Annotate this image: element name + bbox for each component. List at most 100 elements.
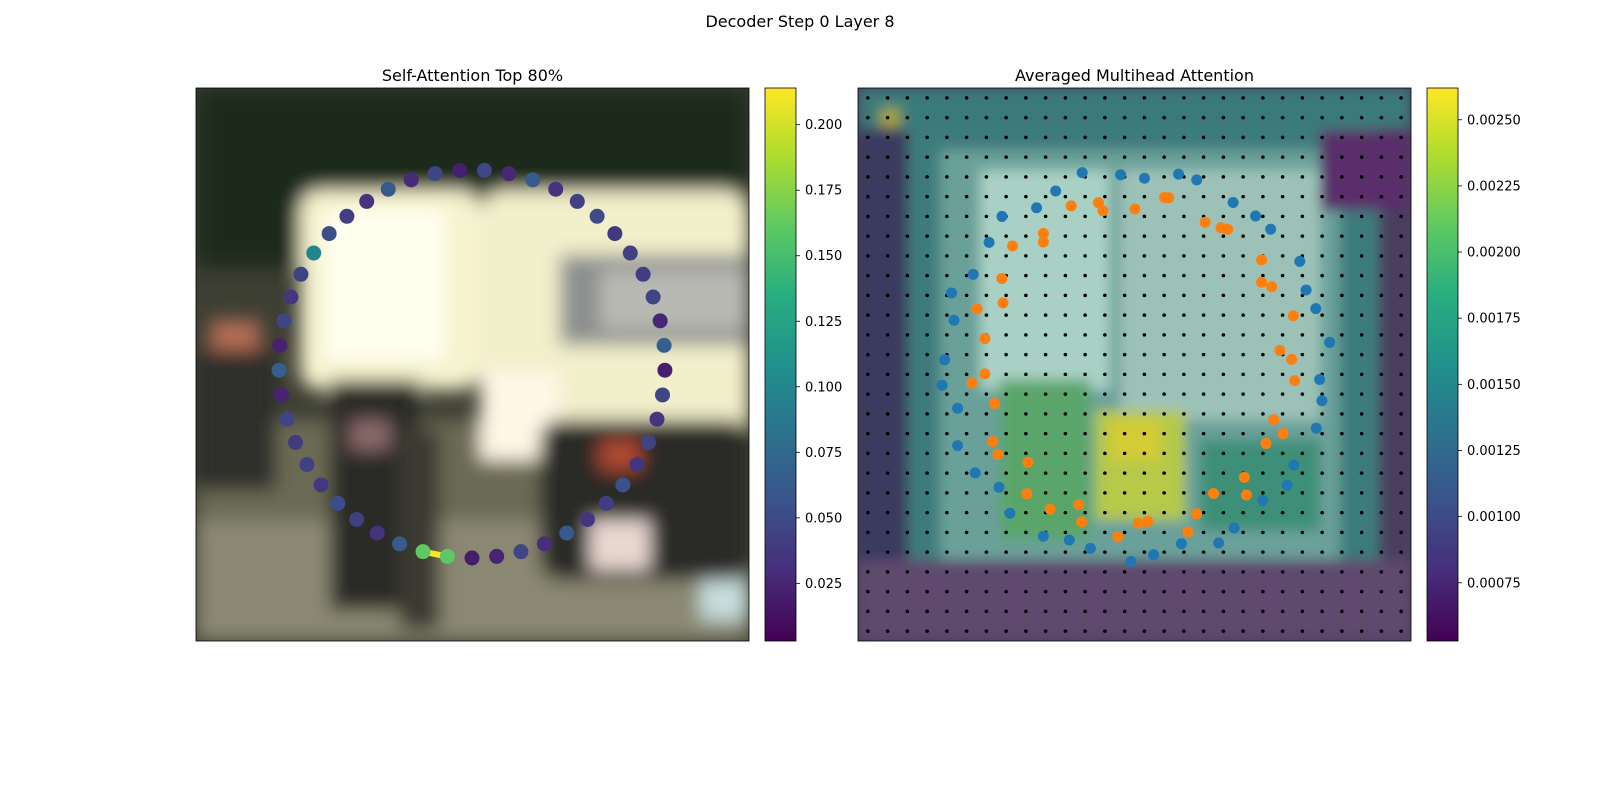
grid-point xyxy=(1201,96,1206,100)
colorbar-tick-label: 0.150 xyxy=(805,249,842,264)
grid-point xyxy=(1359,510,1364,515)
grid-point xyxy=(905,530,910,535)
polygon-point xyxy=(1257,495,1269,507)
grid-point xyxy=(1063,293,1068,298)
grid-point xyxy=(1261,372,1265,377)
grid-point xyxy=(1103,550,1107,554)
grid-point xyxy=(925,175,929,179)
grid-point xyxy=(945,372,949,377)
grid-point xyxy=(1024,96,1028,100)
grid-point xyxy=(1201,194,1206,199)
grid-point xyxy=(1043,96,1048,100)
grid-point xyxy=(1103,589,1107,594)
grid-point xyxy=(925,234,929,238)
grid-point xyxy=(1201,589,1206,594)
grid-point xyxy=(1142,96,1147,100)
grid-point xyxy=(1399,372,1403,377)
polygon-vertex xyxy=(279,411,295,427)
polygon-vertex xyxy=(629,457,645,473)
grid-point xyxy=(866,254,870,258)
grid-point xyxy=(1103,352,1107,357)
grid-point xyxy=(1241,570,1245,574)
grid-point xyxy=(925,471,929,475)
grid-point xyxy=(905,313,910,317)
grid-point xyxy=(1379,254,1384,258)
grid-point xyxy=(925,214,929,219)
polygon-vertex xyxy=(427,166,443,182)
grid-point xyxy=(1182,96,1186,100)
grid-point xyxy=(905,234,910,238)
colorbar-tick-label: 0.00200 xyxy=(1467,246,1521,261)
grid-point xyxy=(885,273,890,278)
grid-point xyxy=(1221,609,1226,614)
polygon-point xyxy=(1227,197,1239,209)
grid-point xyxy=(1359,155,1364,159)
grid-point xyxy=(866,115,870,120)
polygon-point xyxy=(1266,281,1278,293)
grid-point xyxy=(1280,392,1285,396)
left-point-layer xyxy=(271,162,673,566)
polygon-vertex xyxy=(536,536,552,552)
grid-point xyxy=(885,471,890,475)
grid-point xyxy=(1320,194,1324,199)
grid-point xyxy=(984,471,989,475)
grid-point xyxy=(1043,135,1048,140)
grid-point xyxy=(1162,550,1166,554)
grid-point xyxy=(1300,273,1305,278)
grid-point xyxy=(925,392,929,396)
grid-point xyxy=(1300,550,1305,554)
polygon-point xyxy=(1138,172,1150,184)
grid-point xyxy=(885,392,890,396)
grid-point xyxy=(964,155,969,159)
polygon-point xyxy=(946,287,958,299)
grid-point xyxy=(925,629,929,633)
grid-point xyxy=(1241,510,1245,515)
grid-point xyxy=(1340,471,1344,475)
grid-point xyxy=(1063,155,1068,159)
grid-point xyxy=(1300,431,1305,436)
grid-point xyxy=(1063,194,1068,199)
grid-point xyxy=(1122,530,1127,535)
polygon-point xyxy=(1044,503,1056,515)
grid-point xyxy=(1379,550,1384,554)
grid-point xyxy=(1142,333,1147,337)
grid-point xyxy=(925,96,929,100)
grid-point xyxy=(1221,530,1226,535)
grid-point xyxy=(1122,194,1127,199)
grid-point xyxy=(1379,629,1384,633)
grid-point xyxy=(1083,155,1087,159)
grid-point xyxy=(964,293,969,298)
grid-point xyxy=(1182,609,1186,614)
grid-point xyxy=(1162,155,1166,159)
grid-point xyxy=(1201,135,1206,140)
grid-point xyxy=(1221,491,1226,495)
grid-point xyxy=(885,313,890,317)
grid-point xyxy=(1201,570,1206,574)
grid-point xyxy=(1241,194,1245,199)
grid-point xyxy=(1201,530,1206,535)
grid-point xyxy=(984,570,989,574)
grid-point xyxy=(1261,273,1265,278)
grid-point xyxy=(1063,609,1068,614)
grid-point xyxy=(984,115,989,120)
grid-point xyxy=(1280,451,1285,456)
grid-point xyxy=(885,333,890,337)
grid-point xyxy=(1241,530,1245,535)
grid-point xyxy=(984,293,989,298)
polygon-point xyxy=(1125,555,1137,567)
grid-point xyxy=(885,352,890,357)
grid-point xyxy=(1043,273,1048,278)
polygon-point xyxy=(948,314,960,326)
grid-point xyxy=(1103,254,1107,258)
grid-point xyxy=(1280,96,1285,100)
polygon-vertex xyxy=(548,181,564,197)
grid-point xyxy=(1122,550,1127,554)
grid-point xyxy=(964,392,969,396)
grid-point xyxy=(1103,115,1107,120)
grid-point xyxy=(1024,175,1028,179)
grid-point xyxy=(1320,115,1324,120)
polygon-point xyxy=(1092,197,1104,209)
grid-point xyxy=(1241,589,1245,594)
grid-point xyxy=(1359,194,1364,199)
polygon-point xyxy=(1163,192,1175,204)
